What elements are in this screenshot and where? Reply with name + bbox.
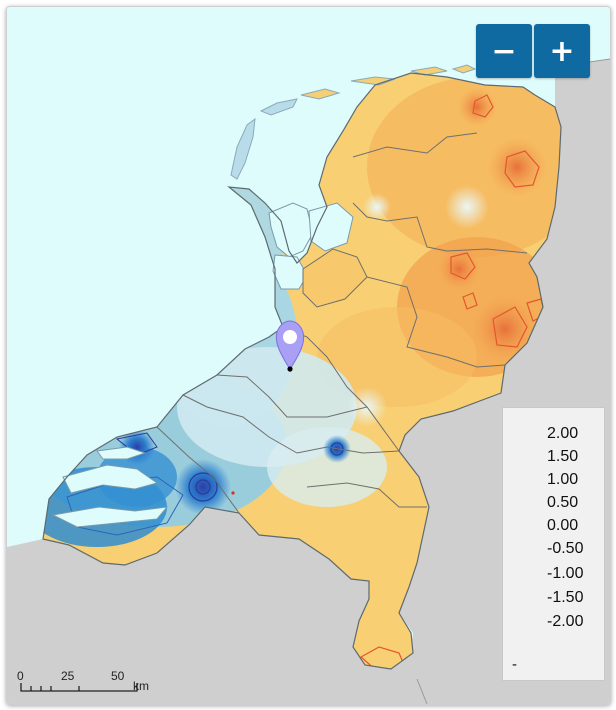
legend-tick-label: -1.50 <box>547 589 584 606</box>
scale-bar <box>20 683 138 692</box>
legend-tick-label: 1.50 <box>547 448 579 465</box>
scale-label-25: 25 <box>61 669 75 683</box>
legend-tick-label: -2.00 <box>547 613 584 630</box>
legend-tick-label: 0.00 <box>547 517 579 534</box>
map-canvas[interactable] <box>7 7 610 704</box>
zoom-out-button[interactable]: − <box>476 24 532 78</box>
map-pin-icon[interactable] <box>275 320 305 372</box>
legend-tick-label: -0.50 <box>547 540 584 557</box>
legend-tick-label: 1.00 <box>547 471 579 488</box>
scale-label-50: 50 <box>111 669 125 683</box>
zoom-in-button[interactable]: + <box>534 24 590 78</box>
scale-unit: km <box>133 679 149 693</box>
scale-label-0: 0 <box>17 669 24 683</box>
map-container[interactable]: − + 2.00 1.50 1.00 0.50 0.00 -0.50 -1.00… <box>6 6 611 705</box>
legend-nodata-label: - <box>512 656 517 673</box>
legend-tick-label: -1.00 <box>547 565 584 582</box>
legend: 2.00 1.50 1.00 0.50 0.00 -0.50 -1.00 -1.… <box>502 407 605 681</box>
legend-tick-label: 2.00 <box>547 425 579 442</box>
legend-tick-label: 0.50 <box>547 494 579 511</box>
